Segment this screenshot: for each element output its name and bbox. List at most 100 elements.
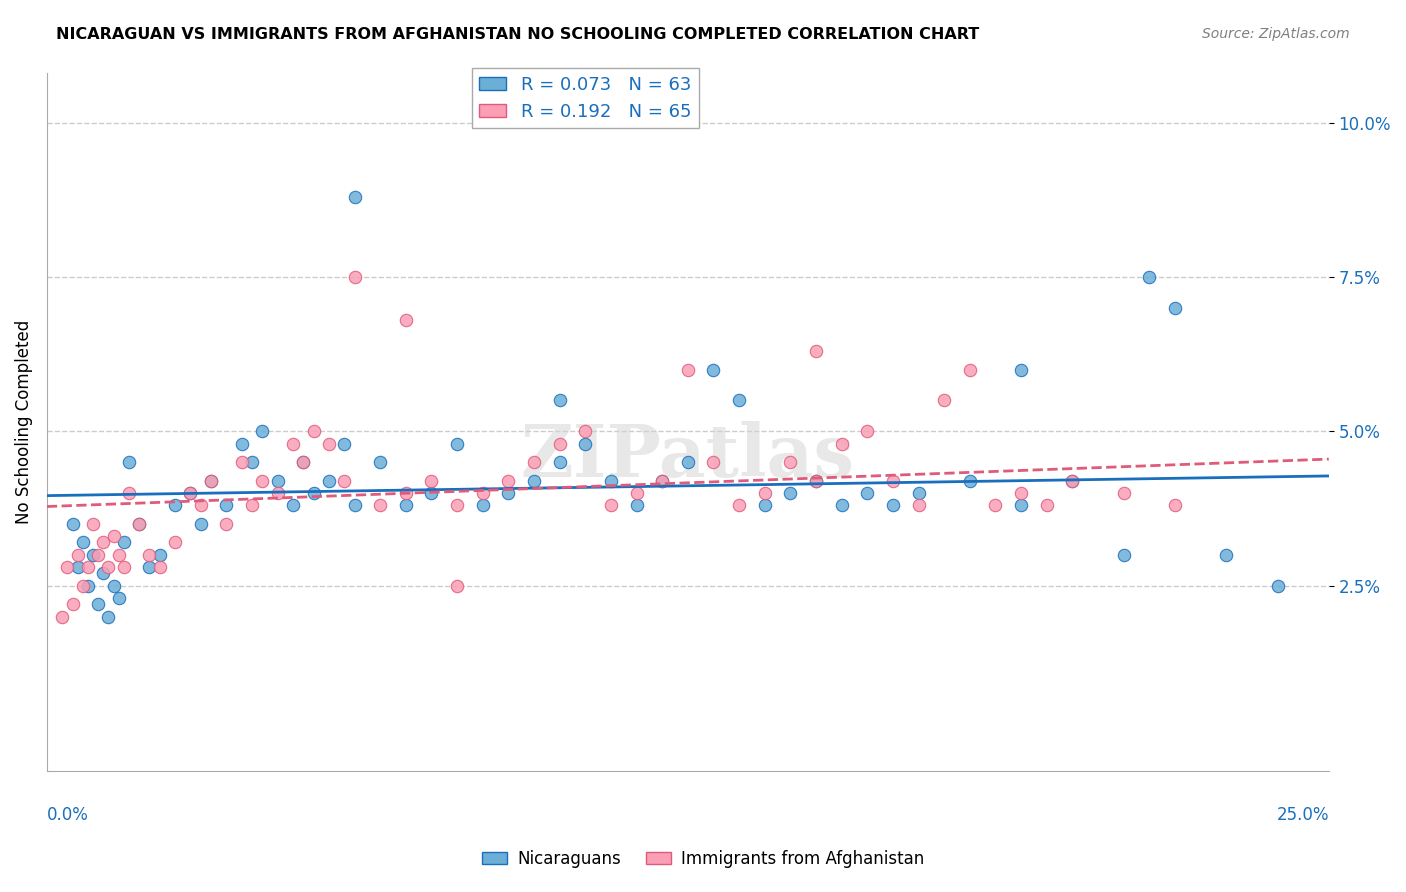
Point <box>231 455 253 469</box>
Point <box>651 474 673 488</box>
Point <box>252 474 274 488</box>
Point <box>112 535 135 549</box>
Point <box>702 362 724 376</box>
Point <box>626 486 648 500</box>
Point <box>882 499 904 513</box>
Point <box>72 579 94 593</box>
Point <box>318 474 340 488</box>
Point <box>333 436 356 450</box>
Point <box>1062 474 1084 488</box>
Point <box>882 474 904 488</box>
Point <box>252 425 274 439</box>
Point <box>118 486 141 500</box>
Point <box>600 499 623 513</box>
Point <box>856 486 879 500</box>
Point <box>676 455 699 469</box>
Point <box>934 393 956 408</box>
Point <box>77 560 100 574</box>
Point <box>343 269 366 284</box>
Point <box>138 560 160 574</box>
Point <box>984 499 1007 513</box>
Point <box>66 560 89 574</box>
Point <box>190 499 212 513</box>
Point <box>779 455 801 469</box>
Point <box>97 609 120 624</box>
Point <box>626 499 648 513</box>
Point <box>128 516 150 531</box>
Point <box>831 499 853 513</box>
Point <box>446 436 468 450</box>
Point <box>138 548 160 562</box>
Point <box>498 486 520 500</box>
Point <box>215 499 238 513</box>
Point <box>231 436 253 450</box>
Point <box>82 516 104 531</box>
Point <box>498 474 520 488</box>
Point <box>51 609 73 624</box>
Point <box>548 393 571 408</box>
Point <box>907 486 929 500</box>
Point <box>292 455 315 469</box>
Point <box>343 190 366 204</box>
Point <box>72 535 94 549</box>
Point <box>112 560 135 574</box>
Point <box>118 455 141 469</box>
Point <box>302 425 325 439</box>
Point <box>446 579 468 593</box>
Point <box>574 425 596 439</box>
Point <box>97 560 120 574</box>
Point <box>128 516 150 531</box>
Point <box>82 548 104 562</box>
Point <box>907 499 929 513</box>
Point <box>281 499 304 513</box>
Point <box>1137 269 1160 284</box>
Point <box>1215 548 1237 562</box>
Point <box>856 425 879 439</box>
Point <box>103 579 125 593</box>
Point <box>548 436 571 450</box>
Point <box>179 486 201 500</box>
Point <box>676 362 699 376</box>
Point <box>56 560 79 574</box>
Point <box>651 474 673 488</box>
Point <box>523 455 546 469</box>
Point <box>292 455 315 469</box>
Point <box>548 455 571 469</box>
Point <box>574 436 596 450</box>
Point <box>1112 548 1135 562</box>
Point <box>240 499 263 513</box>
Text: 0.0%: 0.0% <box>46 806 89 824</box>
Point <box>87 548 110 562</box>
Point <box>779 486 801 500</box>
Legend: Nicaraguans, Immigrants from Afghanistan: Nicaraguans, Immigrants from Afghanistan <box>475 844 931 875</box>
Point <box>318 436 340 450</box>
Point <box>395 499 418 513</box>
Point <box>1164 301 1187 315</box>
Point <box>728 393 751 408</box>
Point <box>281 436 304 450</box>
Point <box>804 474 827 488</box>
Point <box>149 560 172 574</box>
Point <box>333 474 356 488</box>
Point <box>240 455 263 469</box>
Point <box>471 499 494 513</box>
Point <box>62 597 84 611</box>
Point <box>471 486 494 500</box>
Point <box>107 548 129 562</box>
Point <box>91 535 114 549</box>
Point <box>149 548 172 562</box>
Point <box>165 499 187 513</box>
Point <box>600 474 623 488</box>
Point <box>200 474 222 488</box>
Point <box>215 516 238 531</box>
Point <box>302 486 325 500</box>
Point <box>266 474 288 488</box>
Point <box>523 474 546 488</box>
Legend: R = 0.073   N = 63, R = 0.192   N = 65: R = 0.073 N = 63, R = 0.192 N = 65 <box>472 69 699 128</box>
Point <box>420 486 443 500</box>
Point <box>165 535 187 549</box>
Point <box>804 344 827 359</box>
Point <box>62 516 84 531</box>
Point <box>420 474 443 488</box>
Point <box>446 499 468 513</box>
